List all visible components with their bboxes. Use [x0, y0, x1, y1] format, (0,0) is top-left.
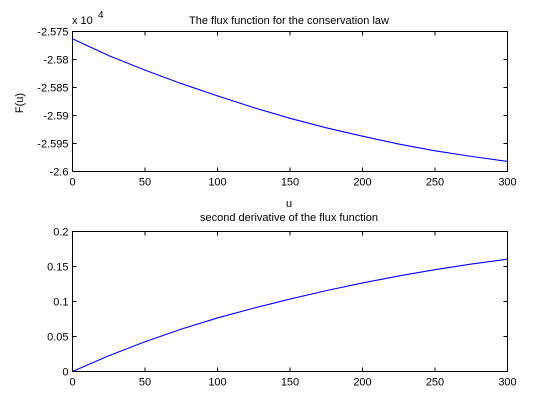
top-y-tick-label: -2.6 — [50, 167, 69, 179]
top-axes-frame — [72, 31, 508, 172]
top-x-axis-label: u — [286, 198, 292, 210]
bottom-x-tick-label: 250 — [426, 377, 444, 389]
top-subplot-title: The flux function for the conservation l… — [189, 15, 389, 27]
bottom-series-line — [72, 258, 508, 373]
bottom-y-tick-label: 0.2 — [53, 227, 68, 239]
bottom-x-tick-label: 100 — [208, 377, 226, 389]
bottom-axis-ticks: 0 50 100 150 200 250 300 0 0.05 0.1 0.15 0.2 — [47, 227, 517, 389]
bottom-y-tick-label: 0.05 — [47, 332, 68, 344]
bottom-x-tick-label: 300 — [498, 377, 516, 389]
top-x-tick-label: 50 — [139, 177, 151, 189]
top-y-axis-label: F(u) — [14, 93, 26, 113]
bottom-x-tick-label: 0 — [69, 377, 75, 389]
top-x-tick-label: 250 — [426, 177, 444, 189]
top-series-line — [72, 38, 508, 162]
top-x-tick-label: 200 — [353, 177, 371, 189]
top-x-tick-label: 100 — [208, 177, 226, 189]
bottom-x-tick-label: 200 — [353, 377, 371, 389]
top-y-tick-label: -2.58 — [43, 55, 68, 67]
top-y-tick-label: -2.585 — [37, 83, 68, 95]
top-x-tick-label: 300 — [498, 177, 516, 189]
top-y-multiplier: x 10 — [72, 15, 93, 27]
top-y-exponent: 4 — [98, 10, 104, 21]
bottom-y-tick-label: 0 — [62, 367, 68, 379]
bottom-x-tick-label: 50 — [139, 377, 151, 389]
top-axis-ticks: 0 50 100 150 200 250 300 -2.6 -2.595 -2.59 -2.585 -… — [37, 27, 516, 189]
top-x-tick-label: 150 — [281, 177, 299, 189]
top-x-tick-label: 0 — [69, 177, 75, 189]
bottom-axes-frame — [72, 231, 508, 372]
bottom-subplot-title: second derivative of the flux function — [200, 212, 378, 224]
bottom-y-tick-label: 0.1 — [53, 297, 68, 309]
top-y-tick-label: -2.575 — [37, 27, 68, 39]
top-subplot: The flux function for the conservation l… — [14, 10, 517, 210]
bottom-subplot: second derivative of the flux function 0… — [47, 212, 517, 389]
top-y-tick-label: -2.595 — [37, 139, 68, 151]
bottom-x-tick-label: 150 — [281, 377, 299, 389]
bottom-y-tick-label: 0.15 — [47, 262, 68, 274]
top-y-tick-label: -2.59 — [43, 111, 68, 123]
